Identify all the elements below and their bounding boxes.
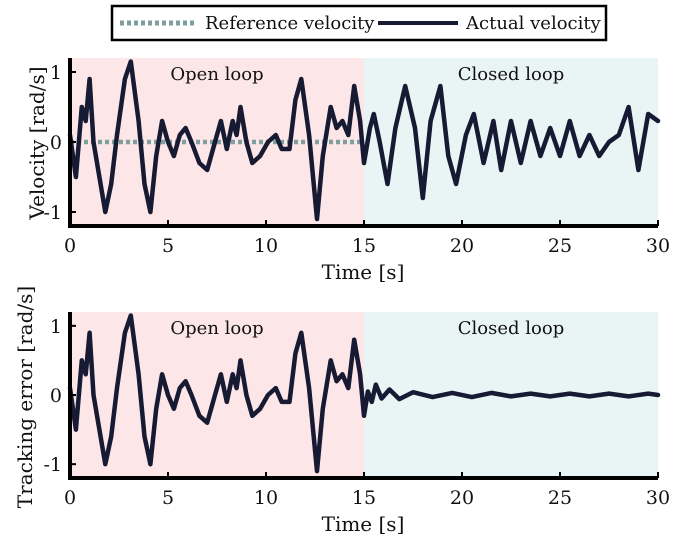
velocity-series — [67, 59, 661, 222]
x-tick-label: 0 — [64, 487, 76, 509]
x-tick-label: 10 — [254, 487, 278, 509]
y-tick-label: 1 — [50, 316, 62, 338]
series-line-1 — [67, 59, 661, 222]
error-ylabel: Tracking error [rad/s] — [13, 286, 37, 508]
x-tick-label: 5 — [162, 487, 174, 509]
x-tick-label: 10 — [254, 235, 278, 257]
tracking-error-panel: 0 5 10 15 20 25 30-101 Open loop Closed loop T… — [13, 286, 670, 536]
error-region-label-open: Open loop — [170, 318, 263, 339]
x-tick-label: 30 — [646, 487, 670, 509]
velocity-region-label-open: Open loop — [170, 64, 263, 85]
velocity-axes: 0 5 10 15 20 25 30-101 — [43, 58, 670, 257]
velocity-region-label-closed: Closed loop — [458, 64, 564, 85]
y-tick-label: 0 — [50, 132, 62, 154]
x-tick-label: 15 — [352, 235, 376, 257]
error-xlabel: Time [s] — [322, 512, 405, 536]
x-tick-label: 25 — [548, 235, 572, 257]
x-tick-label: 20 — [450, 487, 474, 509]
x-tick-label: 25 — [548, 487, 572, 509]
legend: Reference velocity Actual velocity — [110, 4, 608, 42]
y-tick-label: -1 — [43, 454, 62, 476]
legend-actual-label: Actual velocity — [465, 13, 602, 34]
legend-box — [110, 4, 608, 42]
error-region-label-closed: Closed loop — [458, 318, 564, 339]
y-tick-label: -1 — [43, 202, 62, 224]
x-tick-label: 15 — [352, 487, 376, 509]
legend-reference-label: Reference velocity — [205, 13, 375, 34]
error-axes: 0 5 10 15 20 25 30-101 — [43, 312, 670, 509]
x-tick-label: 0 — [64, 235, 76, 257]
series-line-0 — [67, 313, 661, 474]
x-tick-label: 5 — [162, 235, 174, 257]
y-tick-label: 1 — [50, 62, 62, 84]
x-tick-label: 30 — [646, 235, 670, 257]
y-tick-label: 0 — [50, 385, 62, 407]
velocity-panel: 0 5 10 15 20 25 30-101 Open loop Closed loop V… — [25, 58, 670, 284]
x-tick-label: 20 — [450, 235, 474, 257]
velocity-ylabel: Velocity [rad/s] — [25, 66, 49, 220]
velocity-xlabel: Time [s] — [322, 260, 405, 284]
error-series — [67, 313, 661, 474]
